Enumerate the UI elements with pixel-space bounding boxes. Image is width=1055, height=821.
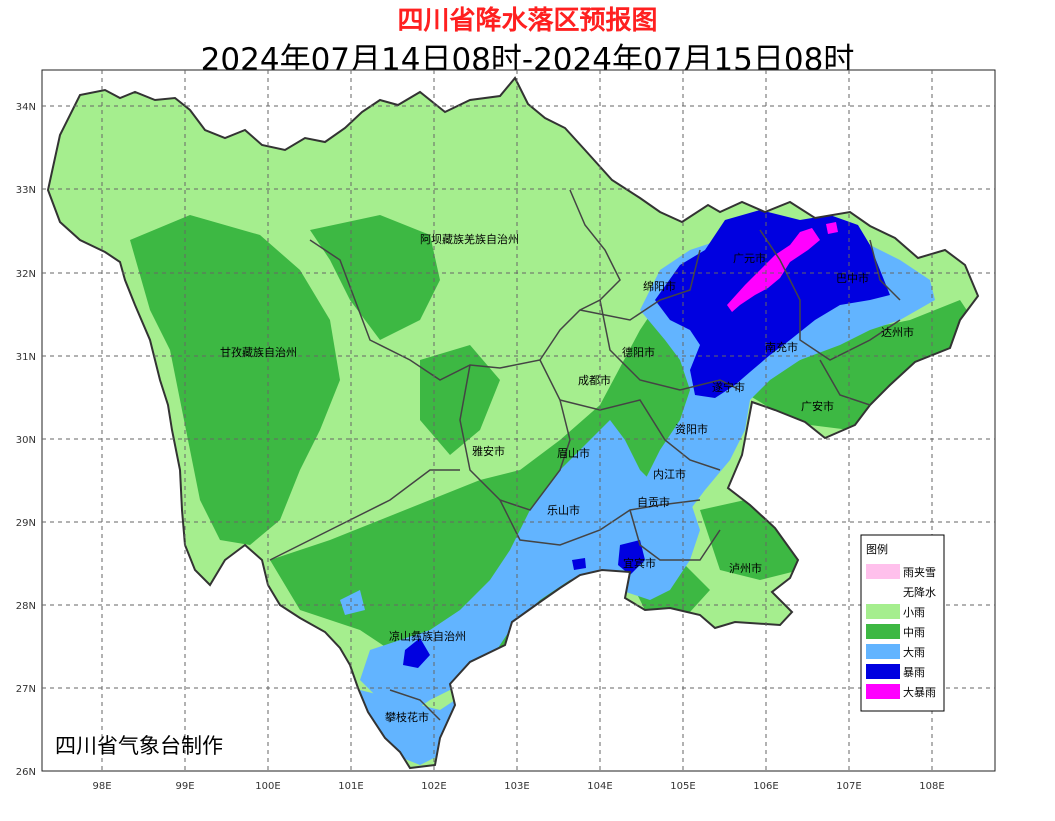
region-label: 雅安市 [472,444,505,458]
moderate-rain-area [420,345,500,455]
region-label: 宜宾市 [623,556,656,570]
lat-tick-label: 31N [16,352,36,363]
prefecture-boundaries [269,189,901,721]
region-label: 成都市 [578,373,611,387]
legend-label: 无降水 [903,585,936,599]
region-label: 内江市 [653,467,686,481]
lon-tick-label: 105E [670,781,695,792]
region-label: 遂宁市 [712,380,745,394]
legend-title: 图例 [866,542,888,556]
lat-tick-label: 28N [16,601,36,612]
region-label: 眉山市 [557,446,590,460]
lat-tick-label: 26N [16,767,36,778]
legend-label: 大暴雨 [903,685,936,699]
latitude-axis: 34N 33N 32N 31N 30N 29N 28N 27N 26N [16,102,36,778]
region-label: 广安市 [801,399,834,413]
legend-swatch [866,684,900,699]
lat-tick-label: 29N [16,518,36,529]
lat-tick-label: 27N [16,684,36,695]
region-label: 德阳市 [622,345,655,359]
region-label: 达州市 [881,325,914,339]
moderate-rain-area [130,215,340,545]
lon-tick-label: 108E [919,781,944,792]
region-label: 泸州市 [729,561,762,575]
longitude-axis: 98E 99E 100E 101E 102E 103E 104E 105E 10… [92,781,944,792]
moderate-rain-area [310,215,440,340]
rainstorm-area [403,638,430,668]
heavy-rain-area [360,420,700,720]
region-label: 甘孜藏族自治州 [220,345,297,359]
region-label: 凉山彝族自治州 [389,629,466,643]
extreme-rainstorm-area [727,228,820,312]
legend-swatch [866,624,900,639]
legend-label: 大雨 [903,645,925,659]
rainstorm-area [572,558,586,570]
region-label: 攀枝花市 [385,710,429,724]
lat-tick-label: 32N [16,269,36,280]
legend-swatch [866,584,900,599]
region-labels: 阿坝藏族羌族自治州 甘孜藏族自治州 绵阳市 广元市 巴中市 达州市 德阳市 南充… [220,232,914,724]
lon-tick-label: 99E [175,781,194,792]
region-label: 绵阳市 [643,279,676,293]
lon-tick-label: 102E [421,781,446,792]
rainstorm-area [618,540,645,575]
lon-tick-label: 98E [92,781,111,792]
rainstorm-area [655,210,890,398]
region-label: 阿坝藏族羌族自治州 [420,232,519,246]
legend-label: 雨夹雪 [903,566,936,579]
region-label: 南充市 [765,340,798,354]
lon-tick-label: 101E [338,781,363,792]
region-label: 巴中市 [836,271,869,285]
legend-swatch [866,644,900,659]
region-label: 资阳市 [675,422,708,436]
extreme-rainstorm-area [826,222,838,234]
lat-tick-label: 34N [16,102,36,113]
region-label: 自贡市 [637,495,670,509]
lat-tick-label: 30N [16,435,36,446]
province-boundary [46,76,980,770]
lon-tick-label: 107E [836,781,861,792]
map-title: 四川省降水落区预报图 [397,6,658,36]
legend-label: 中雨 [903,626,925,639]
lat-tick-label: 33N [16,185,36,196]
legend-swatch [866,604,900,619]
legend-label: 小雨 [903,606,925,619]
legend-swatch [866,564,900,579]
lon-tick-label: 106E [753,781,778,792]
region-label: 广元市 [733,251,766,265]
moderate-rain-area [740,300,978,430]
lon-tick-label: 100E [255,781,280,792]
heavy-rain-area [340,590,365,615]
region-label: 乐山市 [547,503,580,517]
graticule [42,70,995,771]
legend-label: 暴雨 [903,666,925,679]
legend-swatch [866,664,900,679]
lon-tick-label: 104E [587,781,612,792]
producer-credit: 四川省气象台制作 [55,734,223,758]
lon-tick-label: 103E [504,781,529,792]
moderate-rain-area [270,280,720,690]
